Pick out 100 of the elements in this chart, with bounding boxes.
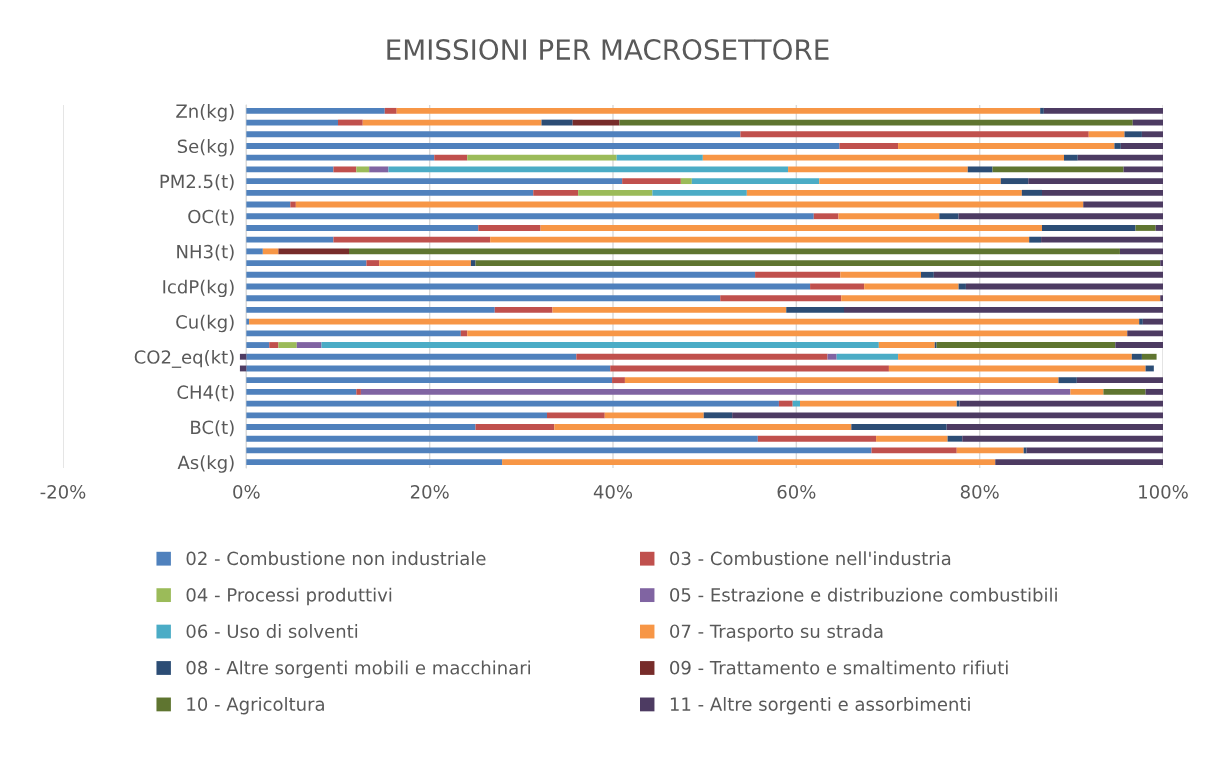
bar: [1076, 377, 1163, 384]
legend-label: 09 - Trattamento e smaltimento rifiuti: [670, 660, 1008, 675]
bar: [992, 166, 1124, 173]
bar: [851, 424, 947, 430]
bar: [622, 178, 681, 185]
bar: [1114, 143, 1121, 149]
legend-label: 03 - Combustione nell'industria: [670, 551, 951, 566]
x-tick-label: 100%: [1139, 484, 1188, 499]
y-tick-label: BC(t): [191, 420, 234, 437]
x-tick-label: 20%: [410, 484, 449, 499]
bar: [249, 318, 1140, 325]
bar: [290, 201, 296, 208]
bar: [967, 166, 993, 173]
legend-label: 04 - Processi produttivi: [186, 587, 392, 606]
bar: [680, 178, 692, 185]
bar: [1000, 178, 1029, 185]
bar: [1029, 236, 1042, 243]
bar: [239, 353, 247, 360]
bar: [962, 435, 1163, 442]
y-tick-label: Zn(kg): [176, 104, 234, 122]
bar: [921, 271, 934, 278]
bar: [1142, 318, 1163, 325]
bar: [1120, 143, 1163, 149]
bar: [898, 143, 1115, 149]
bar: [246, 271, 756, 278]
legend-label: 06 - Uso di solventi: [186, 624, 358, 639]
legend-label: 11 - Altre sorgenti e assorbimenti: [670, 696, 970, 715]
bar: [246, 377, 613, 384]
bar: [246, 459, 503, 466]
y-tick-label: As(kg): [177, 455, 234, 473]
bar: [800, 400, 957, 407]
bar: [540, 225, 1042, 231]
bar: [1160, 295, 1163, 302]
bar: [778, 400, 793, 407]
x-tick-label: 0%: [233, 484, 260, 499]
y-tick-label: NH3(t): [177, 244, 234, 261]
bar: [757, 435, 877, 442]
bar: [246, 213, 814, 220]
bar: [478, 225, 541, 231]
bar: [898, 353, 1132, 360]
y-tick-label: Cu(kg): [176, 314, 234, 333]
bar: [246, 131, 741, 138]
bar: [624, 377, 1059, 384]
bar: [612, 377, 625, 384]
bar: [1058, 377, 1077, 384]
bar: [384, 107, 397, 114]
x-tick-label: 60%: [777, 484, 816, 499]
bar: [246, 225, 479, 231]
bar: [1115, 342, 1163, 348]
bar: [995, 459, 1163, 466]
bar: [475, 424, 555, 430]
y-tick-label: IcdP(kg): [163, 279, 234, 298]
bar: [691, 178, 820, 185]
bar: [475, 260, 1161, 267]
bar: [1155, 225, 1163, 231]
bar: [1135, 225, 1156, 231]
x-tick-label: -20%: [40, 484, 86, 499]
bar: [246, 154, 435, 161]
bar: [246, 412, 547, 419]
bar: [246, 424, 476, 430]
bar: [1070, 388, 1104, 395]
bar: [296, 342, 322, 348]
chart-title: EMISSIONI PER MACROSETTORE: [387, 39, 829, 61]
bar: [366, 260, 380, 267]
bar: [839, 143, 899, 149]
bar: [813, 213, 839, 220]
bar: [269, 342, 279, 348]
bar: [246, 353, 577, 360]
bar: [702, 154, 1064, 161]
bar: [379, 260, 471, 267]
bar: [246, 342, 270, 348]
bar: [1145, 388, 1163, 395]
bar: [246, 306, 495, 313]
bar: [246, 295, 721, 302]
y-tick-label: Se(kg): [177, 139, 234, 157]
bar: [788, 166, 968, 173]
bar: [490, 236, 1030, 243]
bar: [838, 213, 940, 220]
legend-label: 10 - Agricoltura: [187, 696, 324, 715]
bar: [578, 189, 653, 196]
bar: [494, 306, 553, 313]
bar: [246, 189, 534, 196]
bar: [1119, 248, 1163, 255]
bar: [1127, 330, 1163, 337]
bar: [1040, 107, 1044, 114]
x-tick-label: 80%: [960, 484, 999, 499]
bar: [246, 330, 461, 337]
bar: [467, 154, 617, 161]
bar: [246, 400, 779, 407]
bar: [434, 154, 468, 161]
bar: [278, 248, 349, 255]
bar: [1042, 189, 1163, 196]
bar: [246, 318, 250, 325]
bar: [349, 248, 1120, 255]
bar: [844, 306, 1163, 313]
bar: [947, 435, 963, 442]
bar: [1043, 107, 1163, 114]
bar: [604, 412, 704, 419]
bar: [958, 213, 1163, 220]
legend-label: 05 - Estrazione e distribuzione combustibili: [670, 587, 1057, 602]
